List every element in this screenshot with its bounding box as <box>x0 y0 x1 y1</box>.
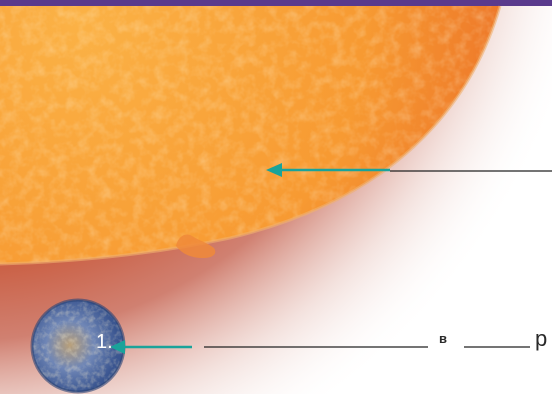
sun-arrow-head <box>266 163 282 177</box>
top-band <box>0 0 552 6</box>
sun-limb <box>0 5 502 266</box>
sun-granulation <box>0 6 500 264</box>
mercury-texture <box>32 300 124 392</box>
solar-prominence <box>176 234 216 258</box>
word-end-letter: р <box>535 326 548 351</box>
mercury-arrow-head <box>110 340 125 354</box>
item-number: 1. <box>96 331 113 353</box>
word-start-letter: в <box>439 331 447 346</box>
